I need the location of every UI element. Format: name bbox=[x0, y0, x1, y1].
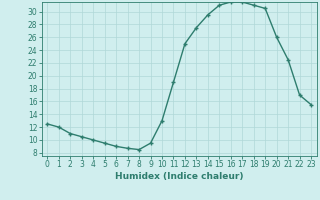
X-axis label: Humidex (Indice chaleur): Humidex (Indice chaleur) bbox=[115, 172, 244, 181]
